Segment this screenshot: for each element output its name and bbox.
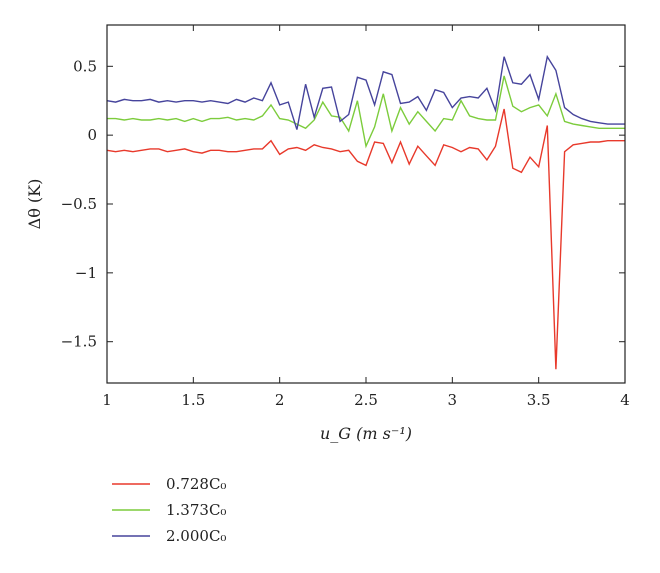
x-tick-label: 4: [620, 391, 630, 409]
x-axis-title: u_G (m s⁻¹): [320, 424, 412, 443]
series-line: [106, 108, 625, 370]
y-tick-label: 0: [87, 126, 97, 144]
x-tick-label: 3: [448, 391, 458, 409]
y-tick-label: −1: [75, 264, 97, 282]
x-tick-label: 2: [275, 391, 285, 409]
y-tick-label: 0.5: [73, 57, 97, 75]
y-tick-label: −1.5: [61, 333, 97, 351]
y-axis-title: Δθ (K): [25, 179, 44, 230]
series-layer: [106, 54, 625, 370]
y-tick-label: −0.5: [61, 195, 97, 213]
legend-label: 1.373C₀: [166, 501, 226, 519]
series-line: [107, 75, 625, 149]
ticks-layer: 1 1.5 2 2.5 3 3.5 4 0.5 0 −0.5 −1 −1.5: [61, 25, 630, 409]
x-tick-label: 3.5: [527, 391, 551, 409]
x-tick-label: 1.5: [181, 391, 205, 409]
legend: 0.728C₀ 1.373C₀ 2.000C₀: [112, 475, 226, 545]
x-tick-label: 2.5: [354, 391, 378, 409]
plot-frame: [106, 24, 626, 384]
series-line: [106, 54, 625, 130]
x-tick-label: 1: [102, 391, 112, 409]
legend-label: 2.000C₀: [166, 527, 226, 545]
legend-label: 0.728C₀: [166, 475, 226, 493]
